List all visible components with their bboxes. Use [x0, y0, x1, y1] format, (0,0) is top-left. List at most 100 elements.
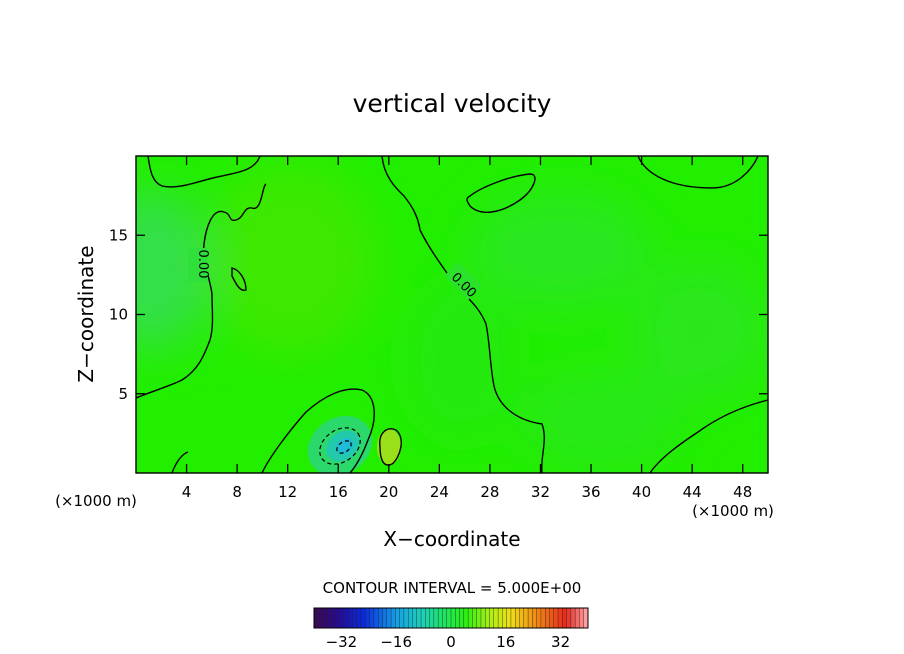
- colorbar-cell: [378, 607, 384, 629]
- colorbar-cell: [322, 607, 328, 629]
- colorbar-tick-label: 32: [551, 633, 570, 651]
- colorbar-cell: [433, 607, 439, 629]
- x-tick-label: 48: [733, 483, 752, 501]
- colorbar-cell: [348, 607, 354, 629]
- colorbar-ticks: −32 −16 0 16 32: [326, 633, 571, 651]
- colorbar-cell: [395, 607, 401, 629]
- colorbar-cell: [356, 607, 362, 629]
- x-axis-label: X−coordinate: [383, 527, 520, 551]
- colorbar-cell: [339, 607, 345, 629]
- colorbar-tick-label: −32: [326, 633, 358, 651]
- colorbar: [313, 607, 589, 629]
- colorbar-cell: [365, 607, 371, 629]
- colorbar-cell: [407, 607, 413, 629]
- colorbar-cell: [412, 607, 418, 629]
- colorbar-cell: [403, 607, 409, 629]
- colorbar-cell: [502, 607, 508, 629]
- colorbar-cell: [373, 607, 379, 629]
- colorbar-cell: [343, 607, 349, 629]
- colorbar-cell: [386, 607, 392, 629]
- colorbar-cell: [450, 607, 456, 629]
- contour-label-bg-1: [188, 248, 208, 282]
- colorbar-cell: [549, 607, 555, 629]
- colorbar-cell: [519, 607, 525, 629]
- colorbar-tick-label: 0: [446, 633, 456, 651]
- colorbar-cell: [527, 607, 533, 629]
- colorbar-cell: [326, 607, 332, 629]
- colorbar-cell: [399, 607, 405, 629]
- updraft-core: [377, 429, 401, 465]
- colorbar-cell: [544, 607, 550, 629]
- x-tick-label: 16: [329, 483, 348, 501]
- y-tick-label: 15: [109, 226, 128, 244]
- y-tick-label: 5: [118, 385, 128, 403]
- x-tick-label: 32: [531, 483, 550, 501]
- colorbar-cell: [562, 607, 568, 629]
- contour-lines: [136, 156, 768, 473]
- colorbar-cell: [416, 607, 422, 629]
- colorbar-cell: [360, 607, 366, 629]
- colorbar-cell: [459, 607, 465, 629]
- colorbar-cell: [574, 607, 580, 629]
- x-tick-label: 36: [581, 483, 600, 501]
- y-tick-label: 10: [109, 306, 128, 324]
- colorbar-cell: [352, 607, 358, 629]
- x-tick-label: 8: [232, 483, 242, 501]
- colorbar-cell: [510, 607, 516, 629]
- x-axis: 4 8 12 16 20 24 28 32 36 40 44 48: [182, 156, 752, 501]
- colorbar-cell: [476, 607, 482, 629]
- chart-title: vertical velocity: [353, 89, 552, 118]
- y-axis-label: Z−coordinate: [74, 245, 98, 382]
- colorbar-cell: [335, 607, 341, 629]
- colorbar-cell: [557, 607, 563, 629]
- colorbar-cell: [382, 607, 388, 629]
- colorbar-cell: [313, 607, 319, 629]
- colorbar-cell: [523, 607, 529, 629]
- colorbar-cell: [515, 607, 521, 629]
- colorbar-cell: [536, 607, 542, 629]
- colorbar-cell: [570, 607, 576, 629]
- colorbar-cell: [540, 607, 546, 629]
- colorbar-cell: [390, 607, 396, 629]
- colorbar-cell: [330, 607, 336, 629]
- colorbar-cell: [429, 607, 435, 629]
- colorbar-cell: [493, 607, 499, 629]
- colorbar-cell: [497, 607, 503, 629]
- colorbar-cell: [485, 607, 491, 629]
- colorbar-tick-label: −16: [380, 633, 412, 651]
- colorbar-cell: [566, 607, 572, 629]
- x-tick-label: 4: [182, 483, 192, 501]
- x-tick-label: 40: [632, 483, 651, 501]
- colorbar-cell: [463, 607, 469, 629]
- colorbar-cell: [467, 607, 473, 629]
- x-tick-label: 44: [683, 483, 702, 501]
- colorbar-cell: [425, 607, 431, 629]
- contour-label-bg-2: [444, 261, 483, 300]
- colorbar-cell: [437, 607, 443, 629]
- colorbar-cell: [532, 607, 538, 629]
- colorbar-tick-label: 16: [496, 633, 515, 651]
- negative-contours: [319, 427, 361, 465]
- colorbar-cell: [420, 607, 426, 629]
- x-tick-label: 28: [480, 483, 499, 501]
- colorbar-cell: [369, 607, 375, 629]
- field-shading: [136, 165, 768, 470]
- colorbar-cell: [442, 607, 448, 629]
- colorbar-cell: [446, 607, 452, 629]
- plot-area: 0.00 0.00: [136, 156, 768, 473]
- colorbar-cell: [553, 607, 559, 629]
- colorbar-frame: [313, 607, 589, 629]
- colorbar-cell: [579, 607, 585, 629]
- contour-label-1: 0.00: [195, 250, 210, 279]
- x-tick-label: 12: [278, 483, 297, 501]
- colorbar-cell: [489, 607, 495, 629]
- x-tick-label: 20: [379, 483, 398, 501]
- colorbar-cell: [318, 607, 324, 629]
- colorbar-cell: [455, 607, 461, 629]
- x-tick-label: 24: [430, 483, 449, 501]
- colorbar-cell: [480, 607, 486, 629]
- contour-interval: CONTOUR INTERVAL = 5.000E+00: [323, 579, 582, 597]
- colorbar-cell: [506, 607, 512, 629]
- x-unit-left: (×1000 m): [55, 492, 137, 510]
